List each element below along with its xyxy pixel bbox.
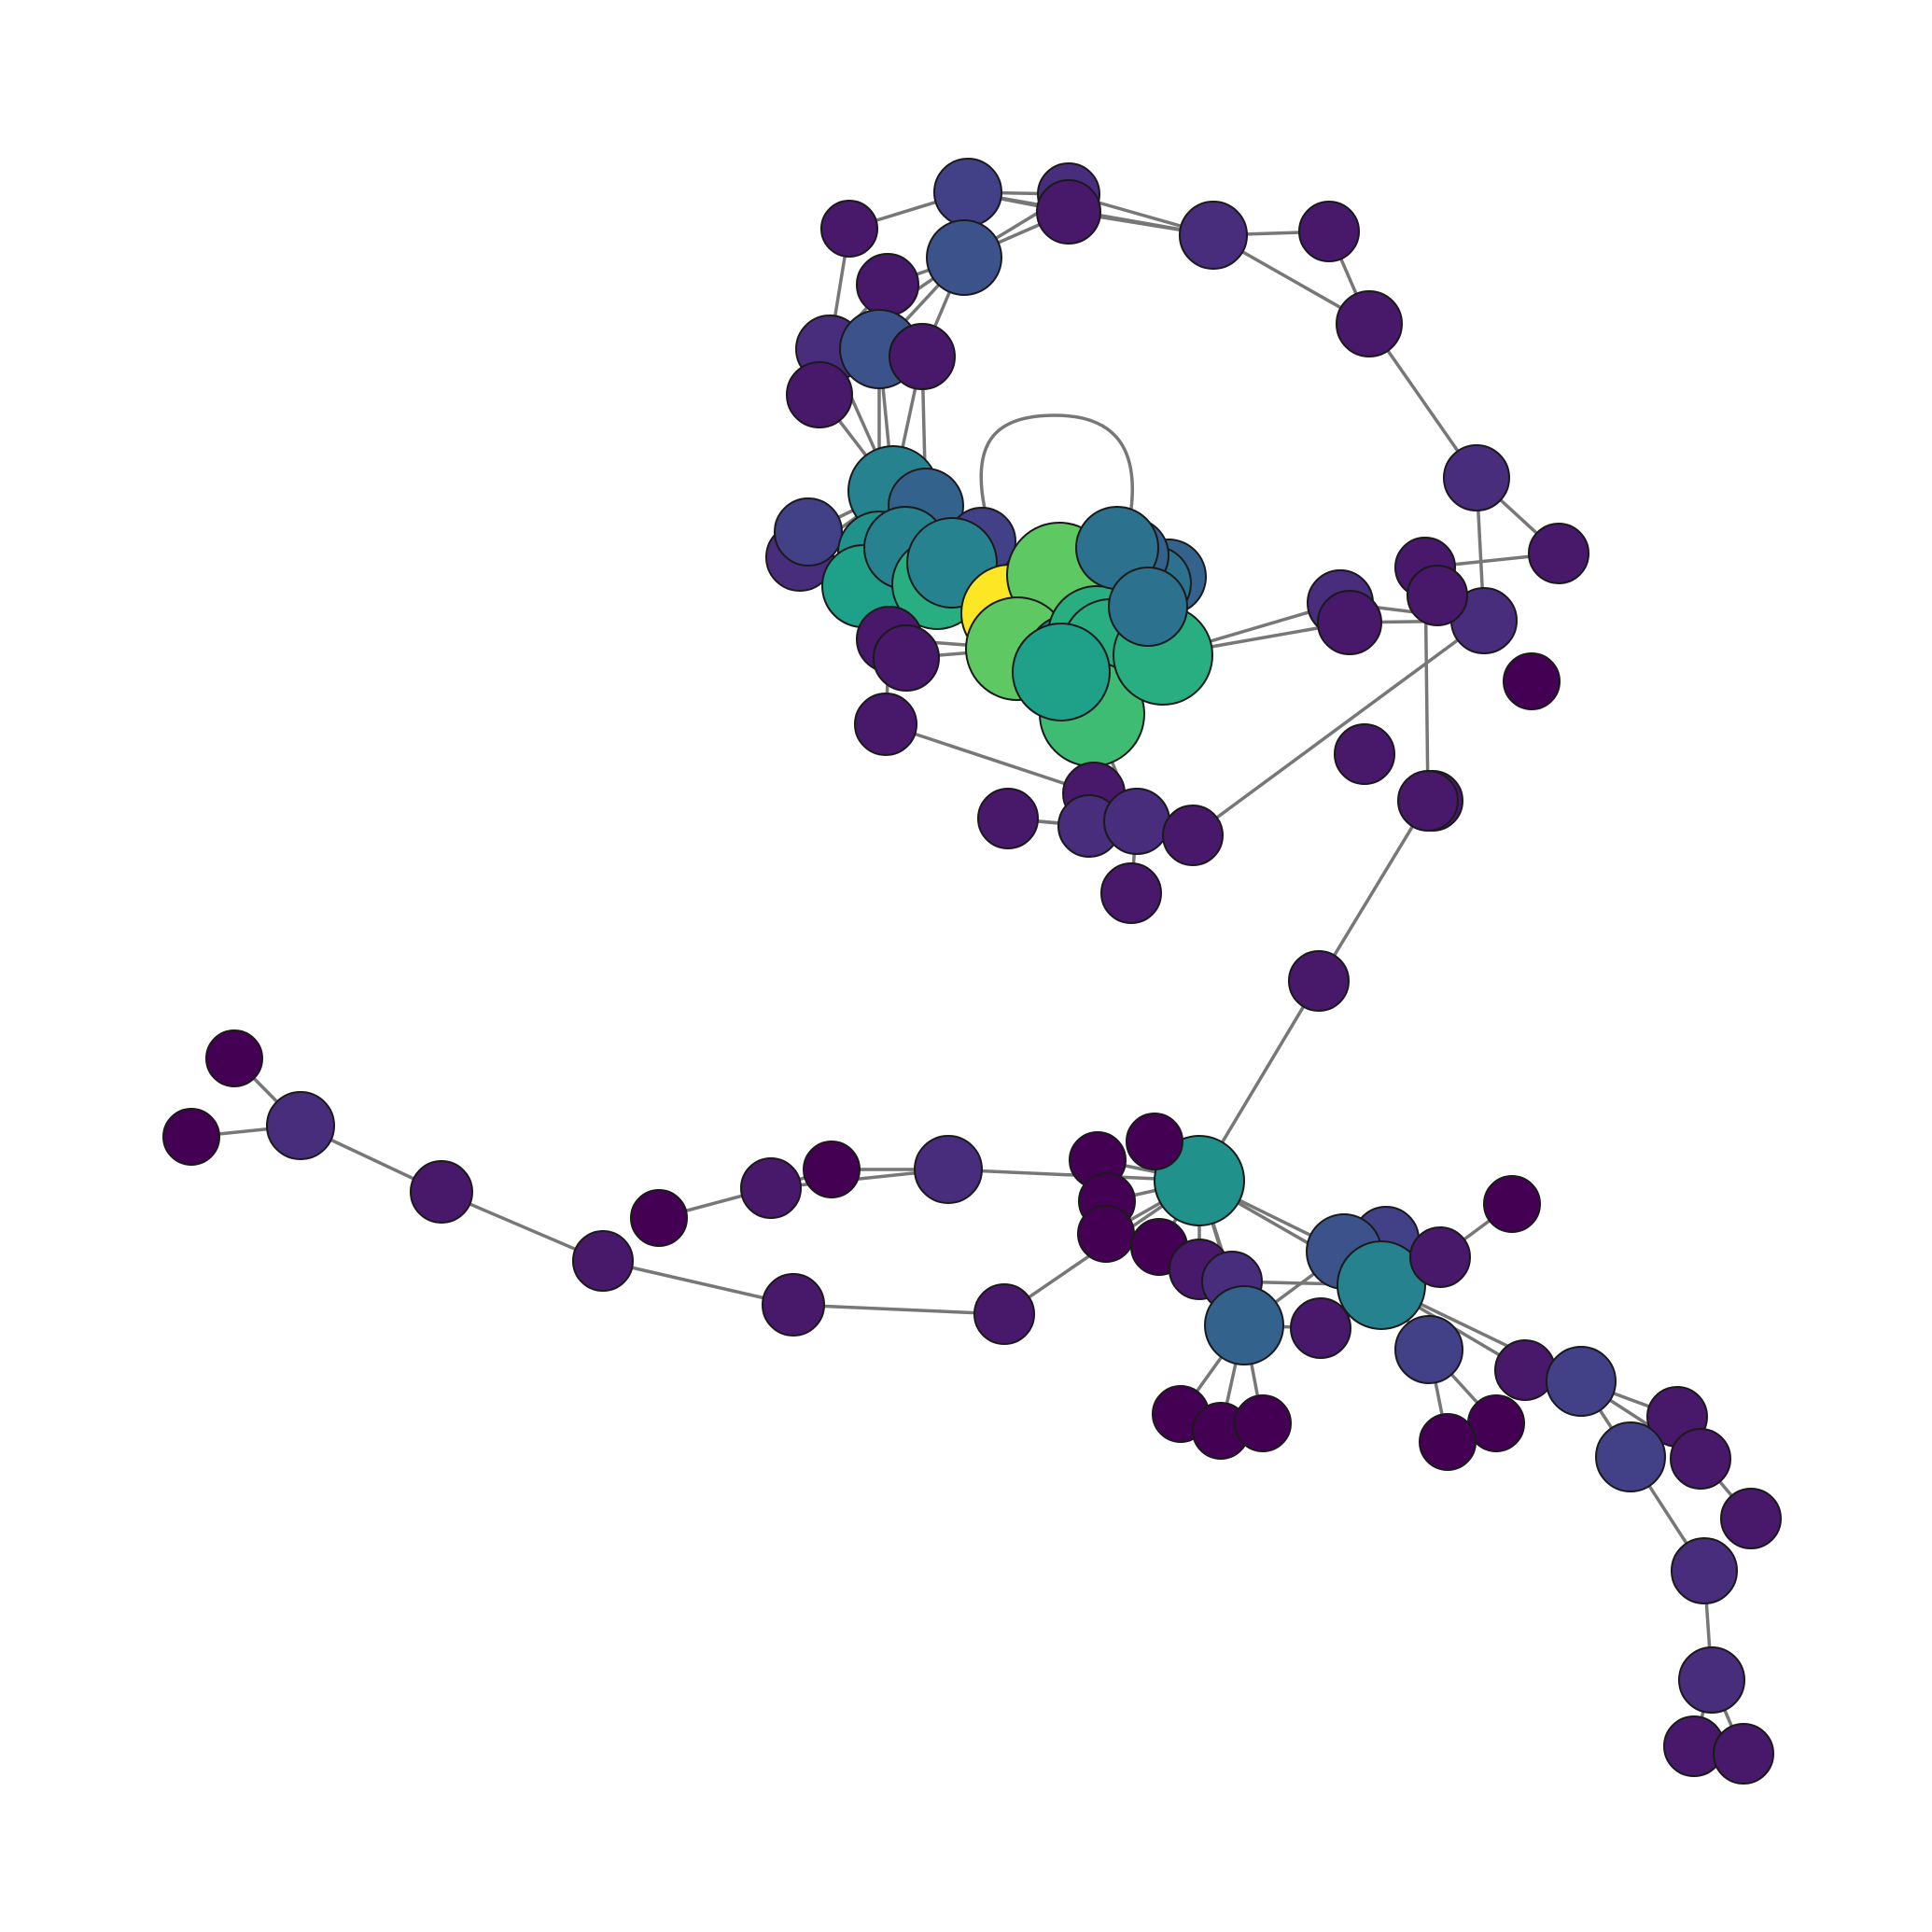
node-g5[interactable] [572, 1230, 634, 1292]
node-g9[interactable] [162, 1108, 220, 1166]
node-f22[interactable] [1494, 1339, 1556, 1401]
node-f26[interactable] [1670, 1428, 1731, 1490]
self-loop-edge [979, 413, 1134, 510]
edge-b13-d1 [885, 722, 1095, 795]
node-f29[interactable] [1678, 1646, 1745, 1714]
node-g8[interactable] [205, 1029, 263, 1087]
node-f2[interactable] [1126, 1113, 1183, 1170]
node-c14[interactable] [1108, 567, 1188, 647]
node-g6[interactable] [410, 1160, 473, 1224]
node-f18[interactable] [1483, 1175, 1541, 1233]
node-d5[interactable] [977, 788, 1039, 849]
node-f12[interactable] [1234, 1394, 1292, 1452]
node-f27[interactable] [1720, 1488, 1782, 1549]
edge-g10-g5 [602, 1259, 794, 1307]
node-g10[interactable] [762, 1273, 825, 1337]
nodes-layer [162, 158, 1782, 1785]
node-a4[interactable] [1036, 179, 1101, 245]
node-b2[interactable] [774, 497, 843, 567]
node-b12[interactable] [873, 624, 940, 692]
node-f23[interactable] [1546, 1346, 1617, 1417]
node-g1[interactable] [914, 1135, 983, 1204]
node-f9[interactable] [1204, 1285, 1284, 1365]
node-a2[interactable] [933, 158, 1002, 227]
node-a19[interactable] [1334, 723, 1395, 785]
node-a21[interactable] [1317, 590, 1382, 655]
node-f20[interactable] [1467, 1394, 1525, 1452]
node-g4[interactable] [630, 1189, 688, 1247]
node-g2[interactable] [803, 1141, 861, 1198]
node-e2[interactable] [1288, 950, 1350, 1012]
node-a14[interactable] [1443, 444, 1510, 511]
edge-a16-d4 [1191, 619, 1486, 837]
node-g11[interactable] [973, 1283, 1035, 1345]
node-a15[interactable] [1528, 523, 1589, 584]
node-a5[interactable] [926, 219, 1002, 296]
node-a11[interactable] [1179, 201, 1248, 270]
node-a9[interactable] [889, 323, 956, 390]
node-a10[interactable] [786, 361, 853, 428]
node-f25[interactable] [1595, 1421, 1666, 1492]
node-a6[interactable] [856, 253, 919, 316]
node-c8[interactable] [1012, 623, 1111, 721]
node-a17[interactable] [1503, 652, 1561, 710]
edge-g11-g10 [792, 1303, 1005, 1316]
node-d6[interactable] [1100, 862, 1162, 924]
node-a23[interactable] [1407, 565, 1468, 626]
node-a12[interactable] [1298, 201, 1360, 262]
node-d3[interactable] [1103, 788, 1170, 855]
node-a13[interactable] [1336, 290, 1403, 357]
node-f31[interactable] [1713, 1723, 1774, 1785]
node-a1[interactable] [820, 200, 878, 258]
edge-e1-e2 [1317, 800, 1430, 982]
node-f16[interactable] [1337, 1240, 1426, 1330]
node-e1[interactable] [1397, 770, 1459, 832]
node-f17[interactable] [1409, 1226, 1471, 1288]
node-f13[interactable] [1290, 1297, 1351, 1359]
node-f21[interactable] [1419, 1413, 1477, 1471]
node-g3[interactable] [740, 1157, 802, 1219]
node-f28[interactable] [1671, 1537, 1738, 1604]
node-g7[interactable] [266, 1091, 335, 1160]
edges-layer [190, 190, 1753, 1755]
node-f19[interactable] [1394, 1315, 1463, 1384]
node-d4[interactable] [1162, 805, 1224, 866]
node-b13[interactable] [854, 693, 917, 756]
node-f5[interactable] [1077, 1205, 1135, 1263]
